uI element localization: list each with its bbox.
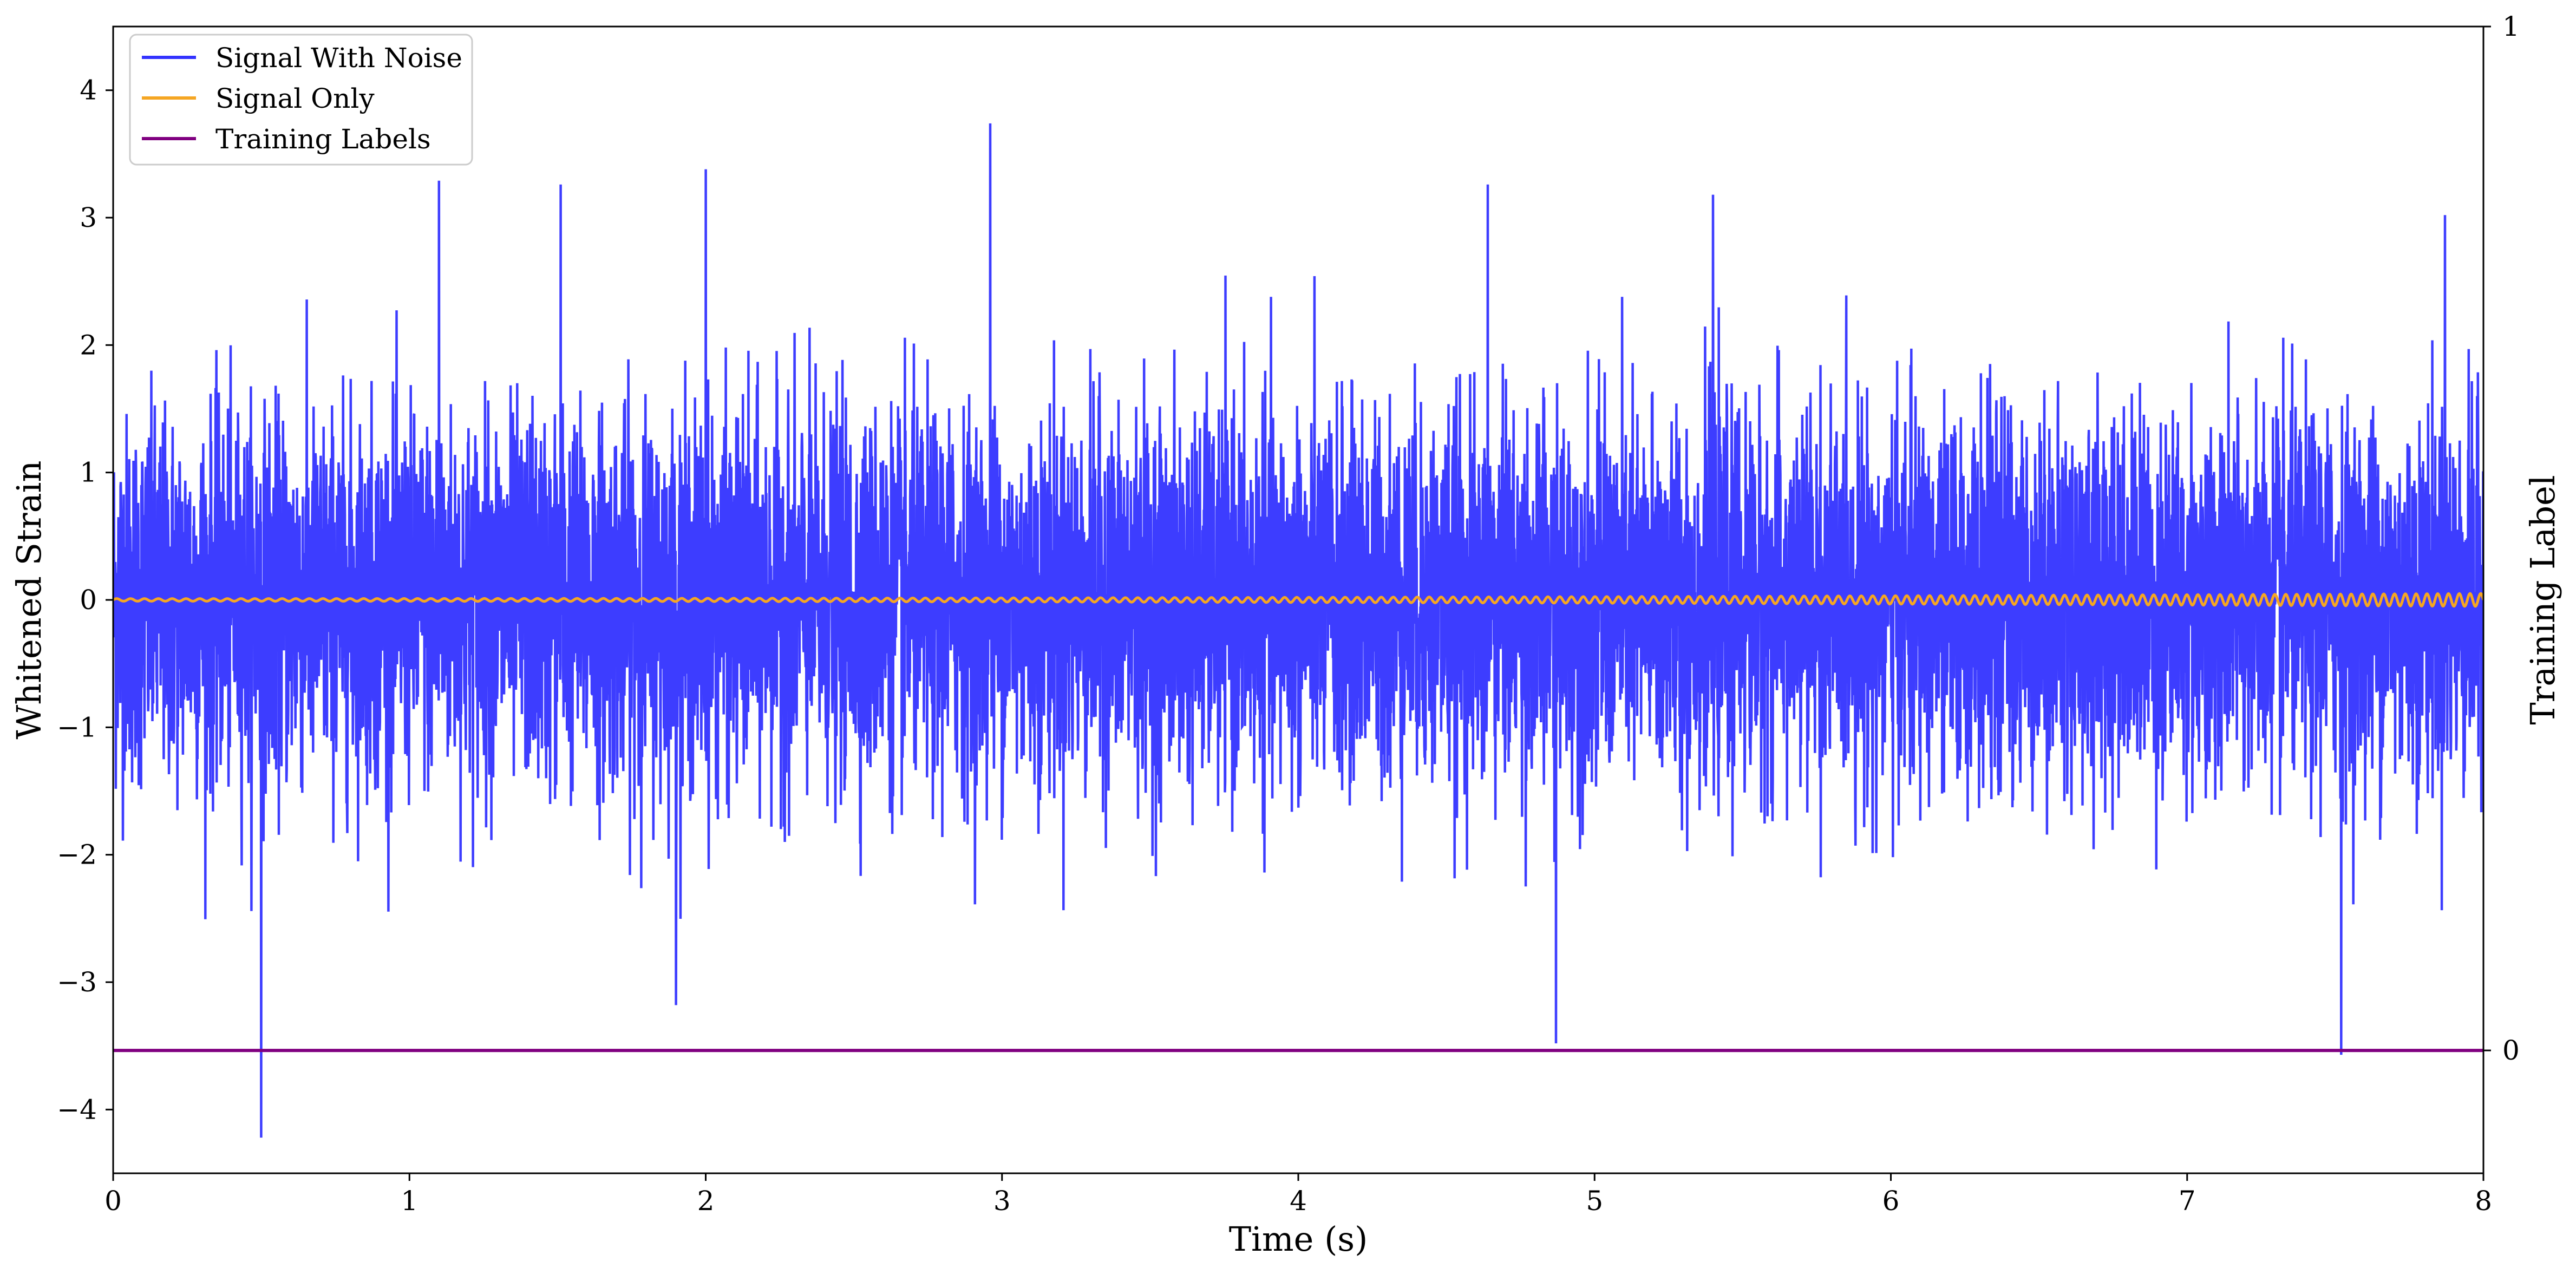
- x-tick-label: 4: [1290, 1185, 1307, 1217]
- x-axis: 0 1 2 3 4 5 6 7 8: [104, 1173, 2492, 1217]
- x-tick-label: 6: [1882, 1185, 1900, 1217]
- y-tick-label: −1: [57, 711, 97, 743]
- y-tick-label: 3: [80, 202, 97, 233]
- legend: Signal With Noise Signal Only Training L…: [129, 34, 473, 166]
- y2-tick-label: 1: [2502, 11, 2520, 42]
- y2-axis-title: Training Label: [2523, 475, 2562, 724]
- legend-label-training-labels: Training Labels: [215, 123, 431, 155]
- x-tick-label: 2: [697, 1185, 715, 1217]
- x-tick-label: 1: [401, 1185, 418, 1217]
- y-tick-label: 1: [80, 457, 97, 488]
- y-axis-title: Whitened Strain: [9, 461, 49, 740]
- y-tick-label: −2: [57, 839, 97, 871]
- series-line-signal-with-noise: [113, 123, 2483, 1138]
- legend-box: [129, 34, 473, 166]
- y-tick-label: 4: [80, 75, 97, 106]
- y-tick-label: −3: [57, 966, 97, 998]
- x-tick-label: 7: [2179, 1185, 2196, 1217]
- y2-tick-label: 0: [2502, 1035, 2520, 1066]
- series-layer: [113, 123, 2483, 1138]
- x-tick-label: 5: [1586, 1185, 1603, 1217]
- x-axis-title: Time (s): [1229, 1219, 1368, 1259]
- y-tick-label: 2: [80, 329, 97, 361]
- legend-label-signal-only: Signal Only: [215, 83, 375, 114]
- y-tick-label: 0: [80, 584, 97, 616]
- legend-label-signal-with-noise: Signal With Noise: [215, 42, 462, 74]
- y-axis-right: 01: [2483, 11, 2520, 1066]
- y-axis-left: −4 −3 −2 −1 0 1 2 3 4: [57, 75, 113, 1125]
- y-tick-label: −4: [57, 1094, 97, 1125]
- x-tick-label: 0: [104, 1185, 122, 1217]
- x-tick-label: 8: [2475, 1185, 2492, 1217]
- x-tick-label: 3: [993, 1185, 1011, 1217]
- series-line-signal-only: [113, 592, 2483, 608]
